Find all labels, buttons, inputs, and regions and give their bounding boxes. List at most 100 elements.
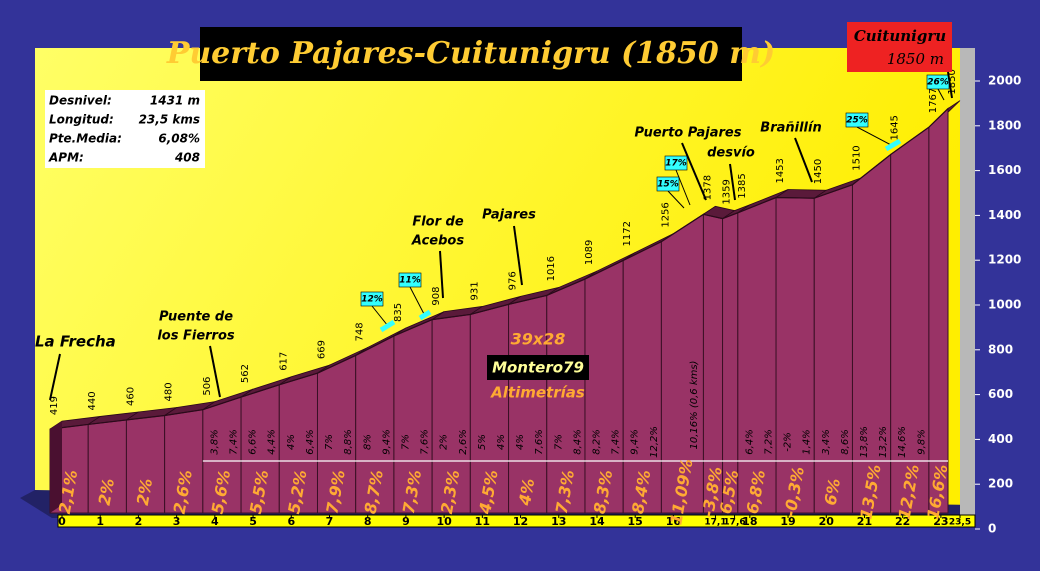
- altitude-label: 669: [316, 340, 327, 359]
- y-tick-label: 0: [988, 522, 996, 536]
- profile-segment: [928, 107, 949, 514]
- altitude-label: 460: [125, 387, 136, 406]
- half-km-grade: 2,6%: [458, 429, 469, 454]
- x-tick-label: 4: [211, 515, 219, 528]
- x-tick-label: 6: [287, 515, 295, 528]
- ramp-marker: [379, 319, 396, 333]
- info-value: 23,5 kms: [139, 113, 200, 127]
- y-tick-label: 200: [988, 477, 1013, 491]
- x-tick-label: 21: [857, 515, 872, 528]
- x-tick-label: 2: [135, 515, 143, 528]
- half-km-grade: 4%: [515, 434, 526, 450]
- ramp-label: 11%: [399, 276, 421, 286]
- place-pointer: [794, 137, 813, 183]
- y-tick-label: 1200: [988, 253, 1021, 267]
- place-label: los Fierros: [157, 329, 235, 344]
- info-label: Longitud:: [49, 113, 114, 127]
- altitude-label: 1453: [775, 158, 786, 183]
- y-tick-label: 400: [988, 432, 1013, 446]
- x-tick-label: 22: [895, 515, 910, 528]
- altitude-label: 835: [393, 303, 404, 322]
- ramp-label: 25%: [846, 116, 868, 126]
- ramp-label: 26%: [927, 78, 949, 88]
- x-tick-label: 17,1: [704, 518, 726, 528]
- ramp-marker: [884, 138, 902, 152]
- half-km-grade: 13,8%: [859, 426, 870, 458]
- altitude-label: 1645: [890, 115, 901, 140]
- ramp-pointer: [667, 190, 685, 209]
- info-label: Pte.Media:: [49, 132, 122, 146]
- credit: Altimetrías: [490, 384, 585, 402]
- altitude-label: 506: [202, 377, 213, 396]
- y-tick-label: 800: [988, 342, 1013, 356]
- x-tick-label: 16: [666, 515, 682, 528]
- half-km-grade: 13,2%: [878, 426, 889, 458]
- x-tick-label: 19: [780, 515, 795, 528]
- half-km-grade: 7,4%: [611, 429, 622, 454]
- ramp-box: [398, 272, 422, 288]
- half-km-grade: 12,2%: [649, 426, 660, 458]
- altitude-label: 931: [469, 281, 480, 300]
- ramp-box: [656, 176, 680, 192]
- half-km-grade: 3,8%: [209, 429, 220, 454]
- altitude-label: 617: [278, 352, 289, 371]
- ramp-label: 12%: [361, 295, 383, 305]
- altitude-label: 976: [508, 271, 519, 290]
- half-km-grade: 7%: [553, 434, 564, 450]
- altitude-label: 562: [240, 364, 251, 383]
- place-label: Brañillín: [760, 121, 821, 136]
- y-tick-label: 2000: [988, 74, 1021, 88]
- altitude-label: 1378: [702, 175, 713, 200]
- half-km-grade: 6,4%: [305, 429, 316, 454]
- summit-name: Cuitunigru: [854, 27, 946, 45]
- profile-line: [49, 108, 949, 430]
- info-box: [45, 90, 205, 168]
- x-tick-label: 14: [589, 515, 605, 528]
- y-tick-label: 1400: [988, 208, 1021, 222]
- y-tick-label: 1600: [988, 163, 1021, 177]
- half-km-grade: 6,6%: [248, 429, 259, 454]
- x-axis-strip: [57, 514, 976, 528]
- half-km-grade: 8%: [362, 434, 373, 450]
- info-value: 1431 m: [150, 94, 200, 108]
- half-km-grade: 7,6%: [534, 429, 545, 454]
- place-pointer: [439, 250, 444, 299]
- y-tick-label: 1000: [988, 298, 1021, 312]
- ramp-box: [360, 291, 384, 307]
- half-km-grade: -2%: [783, 432, 794, 451]
- half-km-grade: 8,8%: [343, 429, 354, 454]
- altitude-label: 419: [49, 396, 60, 415]
- half-km-grade: 10,16% (0,6 kms): [689, 361, 700, 450]
- altitude-label: 1256: [660, 202, 671, 227]
- profile-segment: [737, 196, 777, 514]
- x-tick-label: 11: [475, 515, 490, 528]
- half-km-grade: 8,4%: [572, 429, 583, 454]
- half-km-grade: 7%: [400, 434, 411, 450]
- x-tick-label: 3: [173, 515, 181, 528]
- half-km-grade: 6,4%: [744, 429, 755, 454]
- altitude-label: 1359: [722, 179, 733, 204]
- half-km-grade: 8,2%: [592, 429, 603, 454]
- segment-grade: 4%: [515, 477, 539, 508]
- place-pointer: [49, 353, 61, 401]
- ramp-box: [845, 112, 869, 128]
- ramp-pointer: [371, 305, 389, 327]
- altitude-label: 748: [355, 322, 366, 341]
- place-label: Flor de: [412, 215, 464, 230]
- ramp-marker: [418, 309, 432, 321]
- chart-title: Puerto Pajares-Cuitunigru (1850 m): [166, 36, 775, 71]
- altitude-label: 1016: [546, 256, 557, 281]
- place-label: Puerto Pajares: [635, 126, 742, 141]
- x-tick-label: 0: [58, 515, 66, 528]
- x-tick-label: 10: [436, 515, 452, 528]
- x-tick-label: 18: [742, 515, 757, 528]
- place-pointer: [729, 163, 736, 201]
- half-km-grade: 9,4%: [381, 429, 392, 454]
- x-tick-label: 8: [364, 515, 372, 528]
- summit-box: [847, 22, 952, 72]
- half-km-grade: 5%: [477, 434, 488, 450]
- x-tick-label: 13: [551, 515, 566, 528]
- ramp-label: 15%: [657, 180, 679, 190]
- ramp-pointer: [675, 169, 691, 206]
